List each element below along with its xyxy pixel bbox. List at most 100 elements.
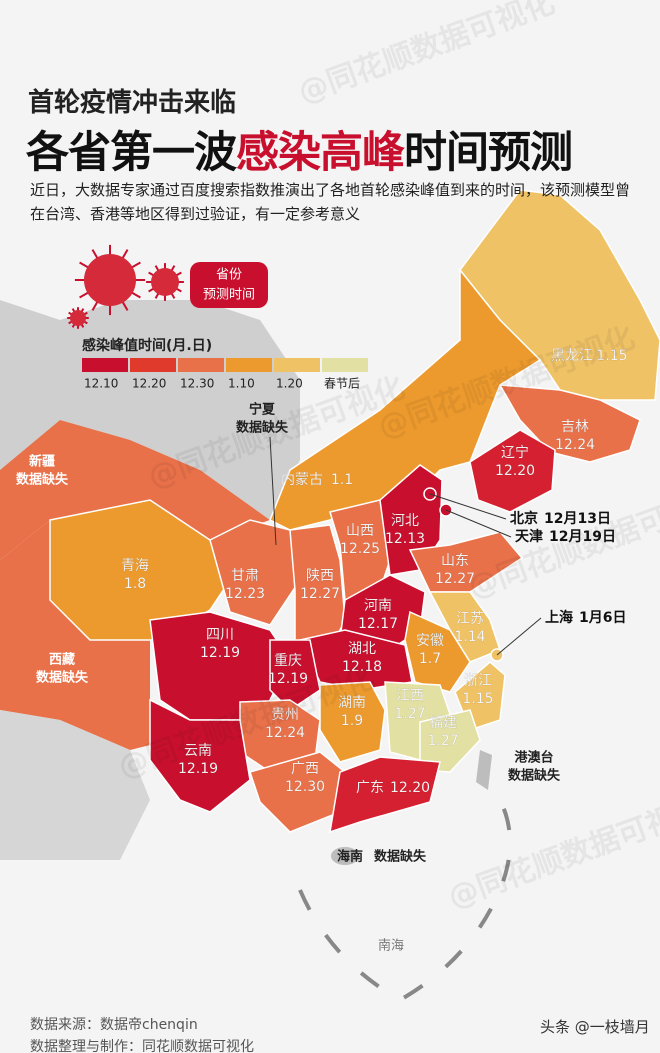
city-date: 1月6日 bbox=[579, 610, 626, 626]
city-date: 12月19日 bbox=[549, 529, 616, 545]
legend-swatch bbox=[178, 358, 224, 372]
main-title: 各省第一波感染高峰时间预测 bbox=[26, 118, 573, 180]
credit: 头条 @一枝墙月 bbox=[540, 1018, 650, 1036]
title-part: 时间预测 bbox=[404, 128, 573, 178]
province-shape bbox=[498, 384, 641, 463]
missing-note: 数据缺失 bbox=[16, 472, 69, 488]
province-name: 湖南 bbox=[338, 695, 366, 711]
province-name: 四川 bbox=[206, 627, 234, 643]
province-name: 广东 bbox=[356, 780, 384, 796]
province-date: 1.1 bbox=[331, 472, 353, 488]
province-date: 12.19 bbox=[268, 671, 308, 687]
province-name: 吉林 bbox=[561, 419, 589, 435]
province-name: 广西 bbox=[291, 761, 319, 777]
badge bbox=[190, 262, 268, 308]
maker: 数据整理与制作：同花顺数据可视化 bbox=[30, 1039, 254, 1053]
badge-line: 预测时间 bbox=[203, 288, 255, 303]
province-name: 黑龙江 bbox=[551, 348, 593, 364]
nine-dash-line bbox=[298, 799, 512, 1003]
legend-label: 春节后 bbox=[324, 377, 360, 391]
badge-line: 省份 bbox=[216, 268, 242, 283]
missing-note: 数据缺失 bbox=[36, 670, 89, 686]
province-date: 12.23 bbox=[225, 586, 265, 602]
province-name: 江西 bbox=[396, 688, 424, 704]
province-date: 1.27 bbox=[427, 733, 458, 749]
legend-label: 12.20 bbox=[132, 377, 166, 391]
missing-name: 西藏 bbox=[49, 652, 75, 668]
legend-label: 1.20 bbox=[276, 377, 303, 391]
hainan-shape bbox=[331, 847, 359, 865]
missing-name: 海南 bbox=[337, 849, 363, 865]
province-date: 1.15 bbox=[596, 348, 627, 364]
watermark: @同花顺数据可视化 bbox=[294, 0, 560, 111]
city-name: 上海 bbox=[545, 609, 573, 626]
province-date: 1.27 bbox=[394, 706, 425, 722]
city-date: 12月13日 bbox=[544, 511, 611, 527]
province-name: 山西 bbox=[346, 523, 374, 539]
intro: 近日，大数据专家通过百度搜索指数推演出了各地首轮感染峰值到来的时间，该预测模型曾… bbox=[30, 181, 631, 223]
legend-swatch bbox=[274, 358, 320, 372]
virus-body bbox=[151, 268, 179, 296]
province-name: 内蒙古 bbox=[281, 472, 323, 488]
missing-name: 港澳台 bbox=[514, 750, 553, 766]
province-date: 12.30 bbox=[285, 779, 325, 795]
province-shape bbox=[329, 756, 441, 834]
kicker: 首轮疫情冲击来临 bbox=[28, 88, 237, 118]
province-shape bbox=[404, 610, 471, 693]
province-shape bbox=[269, 267, 542, 531]
province-shape bbox=[469, 429, 556, 513]
callout-line bbox=[429, 493, 507, 520]
province-shape bbox=[319, 681, 386, 763]
legend-swatch bbox=[226, 358, 272, 372]
title-part: 各省第一波 bbox=[26, 128, 237, 178]
province-name: 山东 bbox=[441, 553, 469, 569]
province-name: 辽宁 bbox=[501, 444, 529, 461]
city-name: 北京 bbox=[510, 510, 538, 527]
province-name: 浙江 bbox=[464, 673, 492, 689]
xinjiang-shape bbox=[0, 420, 270, 560]
province-name: 贵州 bbox=[271, 707, 299, 723]
legend-title: 感染峰值时间(月.日) bbox=[82, 337, 212, 354]
virus-body bbox=[70, 310, 86, 326]
callout-line bbox=[269, 436, 277, 546]
province-date: 12.17 bbox=[358, 616, 398, 632]
province-date: 12.18 bbox=[342, 659, 382, 675]
province-date: 1.7 bbox=[419, 651, 441, 667]
province-date: 12.27 bbox=[300, 586, 340, 602]
province-name: 陕西 bbox=[306, 568, 334, 584]
province-date: 12.24 bbox=[265, 725, 305, 741]
province-name: 重庆 bbox=[274, 653, 302, 669]
title-highlight: 感染高峰 bbox=[236, 128, 405, 178]
missing-name: 新疆 bbox=[29, 454, 55, 470]
legend-label: 1.10 bbox=[228, 377, 255, 391]
province-name: 云南 bbox=[184, 743, 212, 759]
province-date: 12.13 bbox=[385, 531, 425, 547]
callout-line bbox=[445, 509, 512, 538]
province-name: 江苏 bbox=[456, 611, 484, 627]
province-date: 1.14 bbox=[454, 629, 485, 645]
callout-line bbox=[496, 617, 542, 656]
city-name: 天津 bbox=[515, 528, 543, 545]
neighbor-land bbox=[0, 300, 300, 520]
province-date: 12.24 bbox=[555, 437, 595, 453]
legend-swatch bbox=[322, 358, 368, 372]
legend-swatch bbox=[130, 358, 176, 372]
province-name: 安徽 bbox=[416, 633, 444, 649]
province-name: 湖北 bbox=[348, 641, 376, 657]
legend-label: 12.10 bbox=[84, 377, 118, 391]
province-shape bbox=[49, 499, 231, 641]
watermark: @同花顺数据可视化 bbox=[444, 790, 660, 915]
province-date: 12.27 bbox=[435, 571, 475, 587]
legend-label: 12.30 bbox=[180, 377, 214, 391]
province-name: 福建 bbox=[429, 715, 457, 731]
province-date: 12.20 bbox=[495, 463, 535, 479]
province-date: 1.8 bbox=[124, 576, 146, 592]
province-date: 1.9 bbox=[341, 713, 363, 729]
province-name: 河南 bbox=[364, 598, 392, 614]
missing-note: 数据缺失 bbox=[508, 768, 561, 784]
province-name: 河北 bbox=[391, 513, 419, 529]
virus-body bbox=[84, 254, 136, 306]
province-name: 青海 bbox=[121, 558, 149, 574]
